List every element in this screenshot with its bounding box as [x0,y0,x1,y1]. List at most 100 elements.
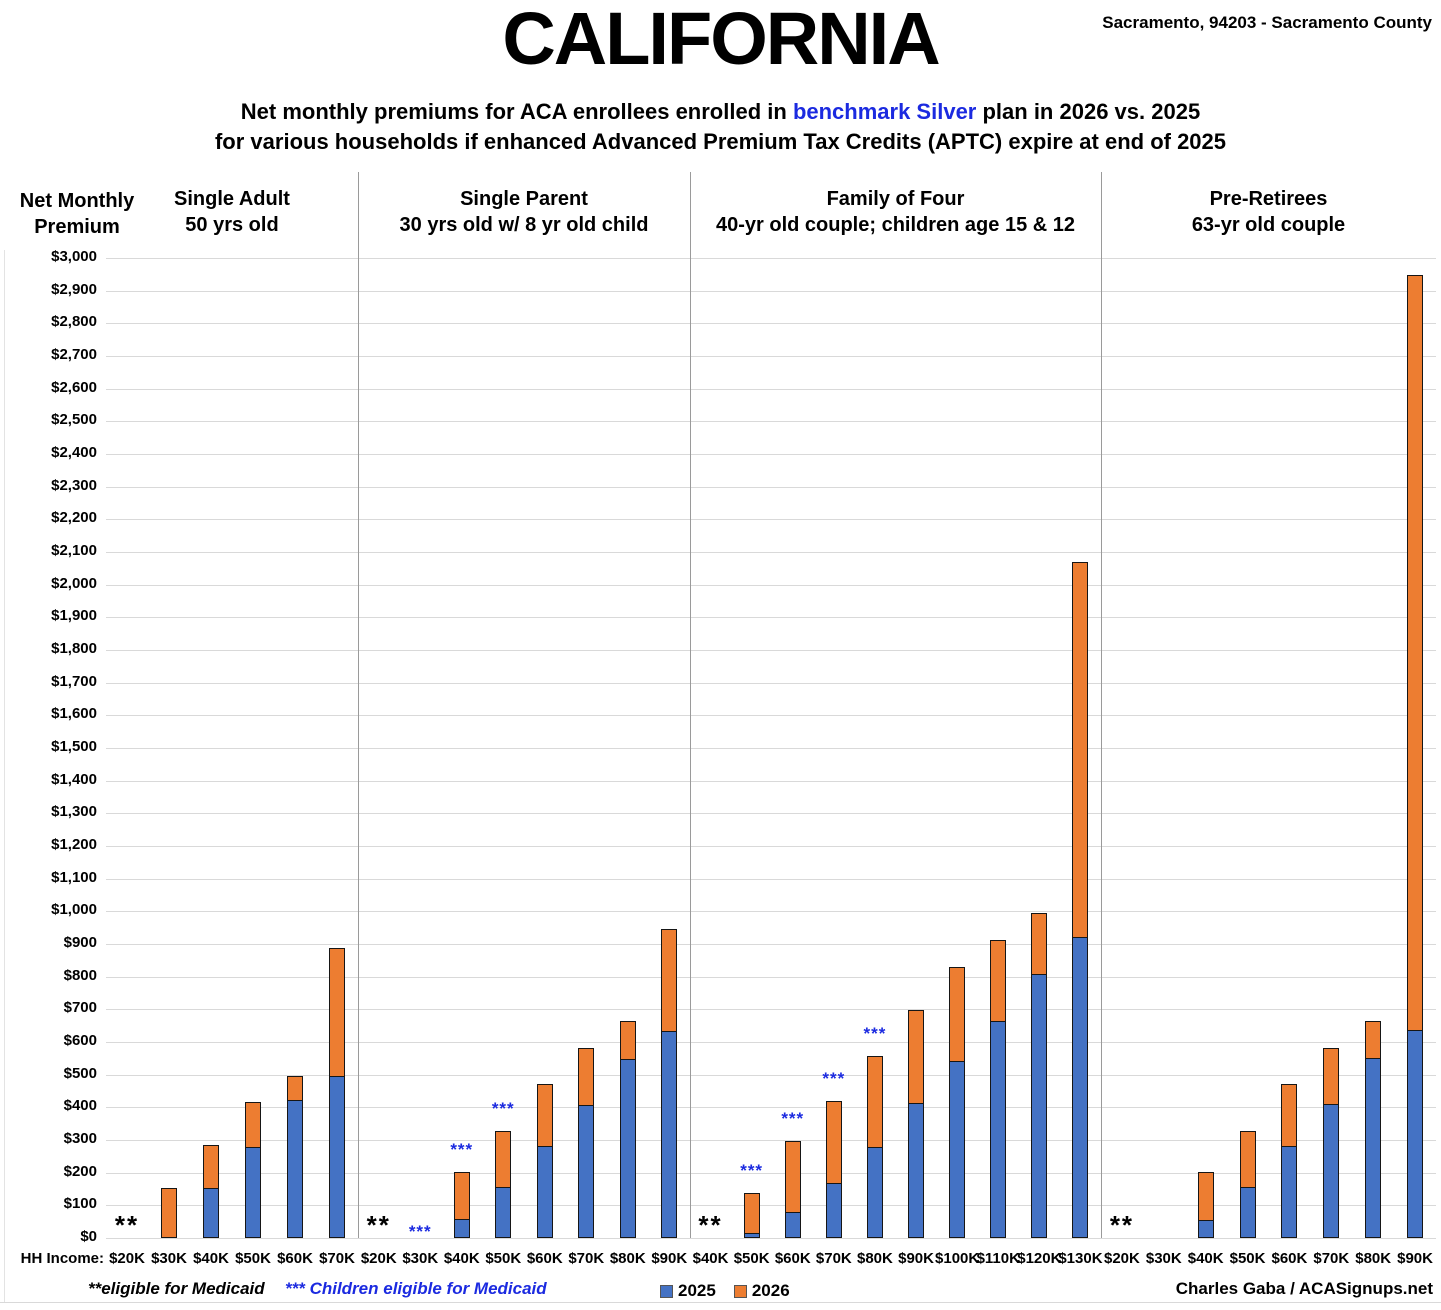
gridline [106,421,1436,422]
x-tick-label: $90K [651,1250,688,1267]
y-tick-label: $900 [63,934,97,951]
x-tick-label: $70K [1313,1250,1350,1267]
gridline [106,1173,1436,1174]
y-tick-label: $2,900 [51,281,97,298]
subtitle-pre: Net monthly premiums for ACA enrollees e… [240,99,793,124]
gridline [106,585,1436,586]
bar-segment-2026 [1366,1022,1381,1059]
x-tick-label: $60K [277,1250,313,1267]
group-header-title: Pre-Retirees [1209,188,1328,210]
sheet-edge-left [4,250,5,1302]
subtitle-line2: for various households if enhanced Advan… [214,129,1227,154]
gridline [106,683,1436,684]
x-tick-label: $50K [733,1250,770,1267]
bar-column [661,929,678,1238]
bar-column [784,1141,801,1238]
bar-segment-2026 [204,1146,218,1189]
bar-segment-2026 [1282,1085,1297,1147]
bar-column [908,1010,925,1238]
x-tick-label: $20K [109,1250,145,1267]
bar-column [245,1102,261,1238]
gridline [106,1009,1436,1010]
y-tick-label: $2,500 [51,411,97,428]
bar-segment-2026 [579,1049,594,1106]
x-tick-label: $20K [360,1250,397,1267]
x-tick-label: $80K [1355,1250,1392,1267]
gridline [106,258,1436,259]
group-header-title: Single Adult [174,188,290,210]
y-tick-label: $200 [63,1163,97,1180]
group-header-subtitle: 63-yr old couple [1191,214,1346,236]
bar-segment-2026 [785,1142,800,1213]
bar-segment-2026 [454,1173,469,1220]
chart-title: CALIFORNIA [502,0,940,80]
y-tick-label: $600 [63,1032,97,1049]
x-tick-label: $30K [402,1250,439,1267]
group-header-subtitle: 50 yrs old [185,214,279,236]
location-text: Sacramento, 94203 - Sacramento County [1102,13,1432,32]
gridline [106,323,1436,324]
bar-segment-2026 [620,1022,635,1060]
bar-column [1365,1021,1382,1238]
group-header-subtitle: 30 yrs old w/ 8 yr old child [399,214,649,236]
x-tick-label: $110K [976,1250,1020,1267]
bar-column [1281,1084,1298,1238]
credit-text: Charles Gaba / ACASignups.net [1175,1279,1433,1298]
bar-segment-2026 [1073,563,1088,938]
legend-swatch-2025 [660,1284,673,1298]
legend: 2025 2026 [660,1281,790,1301]
x-tick-label: $30K [1145,1250,1182,1267]
y-axis-title: Net Monthly Premium [2,188,152,240]
children-medicaid-marker: *** [450,1140,474,1159]
gridline [106,813,1436,814]
gridline [106,650,1436,651]
group-divider [1101,172,1102,1238]
y-tick-label: $1,800 [51,640,97,657]
gridline [106,291,1436,292]
bar-segment-2026 [1408,276,1423,1031]
gridline [106,454,1436,455]
y-tick-label: $1,700 [51,673,97,690]
children-medicaid-marker: *** [822,1069,846,1088]
bar-segment-2026 [537,1085,552,1147]
bar-segment-2026 [496,1132,511,1188]
bar-segment-2026 [246,1103,260,1148]
bar-column [1239,1131,1256,1238]
y-tick-label: $2,700 [51,346,97,363]
legend-item-2026: 2026 [733,1281,790,1301]
y-tick-label: $1,200 [51,836,97,853]
bar-column [743,1193,760,1238]
gridline [106,356,1436,357]
footnote-children-medicaid: *** Children eligible for Medicaid [285,1279,547,1298]
bar-column [990,940,1007,1238]
y-tick-label: $3,000 [51,248,97,265]
gridline [106,1140,1436,1141]
group-divider [358,172,359,1238]
bar-column [161,1188,177,1238]
x-tick-label: $60K [1271,1250,1308,1267]
x-tick-label: $80K [857,1250,893,1267]
legend-swatch-2026 [733,1284,747,1298]
bar-column [619,1021,636,1238]
group-header-title: Family of Four [826,188,965,210]
bar-column [578,1048,595,1238]
bar-segment-2026 [909,1011,924,1104]
bar-column [1407,275,1424,1238]
y-tick-label: $1,900 [51,607,97,624]
y-tick-label: $1,500 [51,738,97,755]
gridline [106,1205,1436,1206]
bar-segment-2026 [662,930,677,1032]
y-tick-label: $2,100 [51,542,97,559]
y-tick-label: $2,600 [51,379,97,396]
x-tick-label: $30K [151,1250,187,1267]
x-tick-label: $60K [774,1250,811,1267]
x-tick-label: $40K [193,1250,229,1267]
bar-column [1072,562,1089,1238]
bar-column [453,1172,470,1238]
gridline [106,1238,1436,1239]
legend-label-2025: 2025 [678,1281,716,1300]
bar-segment-2026 [1032,914,1047,975]
gridline [106,1107,1436,1108]
bar-segment-2026 [1240,1132,1255,1188]
bar-segment-2026 [991,941,1006,1022]
